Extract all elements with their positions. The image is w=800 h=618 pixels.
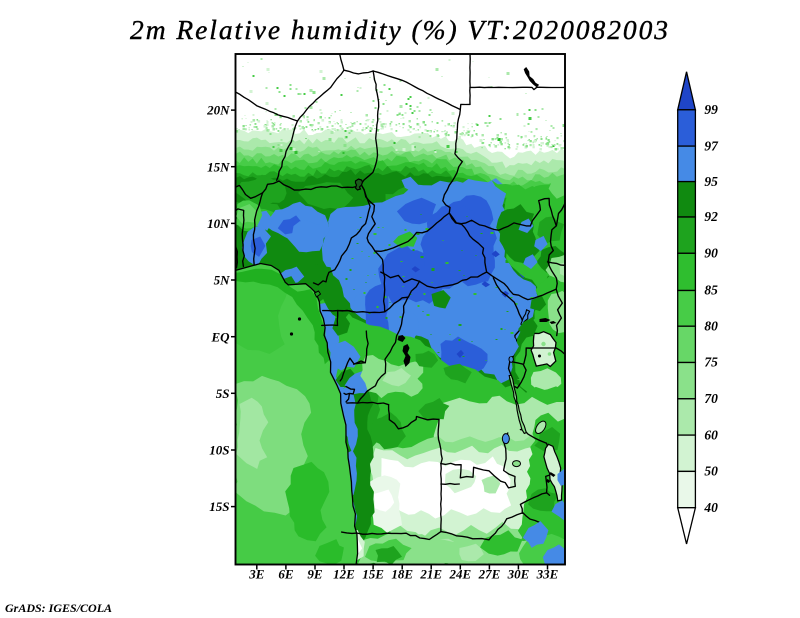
svg-text:30E: 30E (507, 566, 530, 581)
svg-text:95: 95 (704, 174, 718, 189)
svg-text:75: 75 (704, 355, 718, 370)
svg-text:15E: 15E (362, 566, 384, 581)
svg-text:20N: 20N (206, 103, 230, 118)
svg-text:EQ: EQ (210, 329, 230, 344)
svg-text:99: 99 (704, 102, 718, 117)
svg-text:21E: 21E (419, 566, 442, 581)
svg-text:85: 85 (704, 283, 718, 298)
svg-text:10N: 10N (207, 216, 230, 231)
svg-text:5S: 5S (216, 386, 230, 401)
svg-text:6E: 6E (278, 566, 294, 581)
svg-text:92: 92 (704, 209, 718, 224)
svg-text:60: 60 (704, 427, 718, 442)
svg-text:10S: 10S (209, 443, 229, 458)
svg-text:15S: 15S (209, 499, 229, 514)
svg-text:97: 97 (704, 138, 719, 153)
svg-text:24E: 24E (448, 566, 471, 581)
svg-text:5N: 5N (214, 273, 231, 288)
svg-text:33E: 33E (536, 566, 559, 581)
svg-text:27E: 27E (478, 566, 501, 581)
svg-text:15N: 15N (207, 159, 230, 174)
svg-text:9E: 9E (307, 566, 323, 581)
svg-text:90: 90 (704, 246, 718, 261)
svg-text:3E: 3E (248, 566, 265, 581)
svg-text:70: 70 (704, 391, 718, 406)
svg-text:12E: 12E (333, 566, 355, 581)
svg-text:18E: 18E (391, 566, 413, 581)
svg-text:40: 40 (703, 500, 718, 515)
svg-text:50: 50 (704, 464, 718, 479)
svg-text:80: 80 (704, 318, 718, 333)
